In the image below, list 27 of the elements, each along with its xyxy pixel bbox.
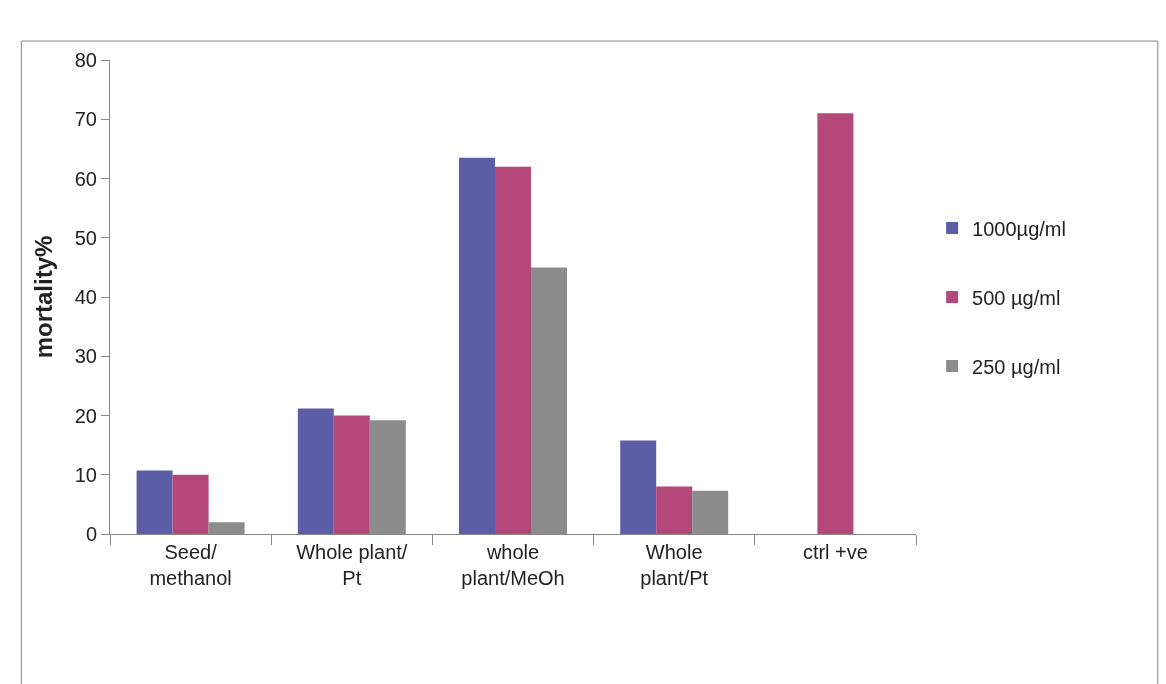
x-tick-label: Whole plant/Pt [640,541,709,589]
bar [172,474,209,534]
x-tick-label: ctrl +ve [802,541,868,563]
bar [297,408,334,534]
y-tick-label: 60 [74,167,97,190]
y-tick-label: 30 [74,345,97,368]
legend-label: 1000µg/ml [972,217,1066,240]
bar [136,470,173,534]
y-tick-label: 10 [74,463,97,486]
bar [459,157,495,534]
bar [656,486,693,534]
x-tick-label: whole plant/MeOh [461,541,565,589]
y-axis-title: mortality% [29,235,57,359]
bar [333,415,370,534]
legend-label: 500 µg/ml [972,286,1061,309]
y-tick-label: 40 [74,286,97,308]
y-tick-label: 20 [74,404,97,427]
y-tick-label: 0 [85,523,97,545]
y-tick-label: 70 [74,108,97,131]
y-tick-label: 50 [74,226,97,249]
x-tick-label: Seed/ methanol [149,541,232,589]
y-tick-label: 80 [74,49,97,71]
x-tick-label: Whole plant/ Pt [296,541,408,589]
bar [495,166,531,534]
bar [817,113,854,534]
bar [620,440,657,534]
legend-label: 250 µg/ml [972,355,1061,378]
